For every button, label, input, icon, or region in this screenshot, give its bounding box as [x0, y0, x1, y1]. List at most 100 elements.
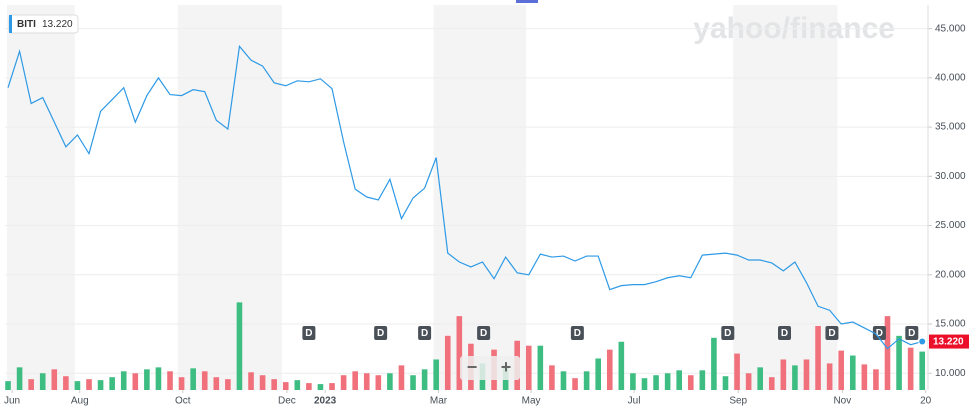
volume-bar: [780, 359, 787, 390]
dividend-box: [477, 326, 491, 340]
dividend-label: D: [480, 328, 487, 339]
dividend-label: D: [377, 328, 384, 339]
zoom-in[interactable]: +: [501, 357, 512, 377]
dividend-label: D: [305, 328, 312, 339]
legend-symbol: BITI: [17, 19, 36, 30]
scroll-handle[interactable]: [516, 0, 538, 3]
volume-bar: [317, 384, 324, 390]
volume-bar: [745, 373, 752, 390]
volume-bar: [144, 369, 150, 390]
y-tick-label: 20.000: [935, 269, 966, 280]
volume-bar: [641, 378, 648, 390]
dividend-marker: D: [721, 326, 735, 340]
price-line: [7, 44, 923, 350]
dividend-label: D: [828, 328, 835, 339]
volume-bar: [560, 371, 567, 390]
volume-bar: [583, 371, 590, 390]
volume-bar: [132, 373, 139, 390]
dividend-box: [778, 326, 792, 340]
volume-bar: [271, 379, 277, 390]
volume-bar: [803, 359, 810, 390]
volume-bar: [653, 375, 659, 390]
dividend-box: [872, 326, 886, 340]
x-tick-label: May: [522, 396, 541, 407]
dividend-label: D: [724, 328, 731, 339]
dividend-marker: D: [825, 326, 839, 340]
y-tick-label: 40.000: [935, 73, 966, 84]
dividend-marker: D: [418, 326, 432, 340]
volume-bar: [340, 375, 347, 390]
volume-bar: [525, 345, 532, 390]
volume-bar: [109, 377, 115, 390]
volume-bar: [433, 359, 439, 390]
volume-bar: [884, 316, 891, 390]
zoom-panel: [460, 356, 520, 380]
volume-bar: [39, 373, 46, 390]
volume-bar: [792, 365, 798, 390]
volume-bar: [873, 369, 879, 390]
dividend-label: D: [876, 328, 883, 339]
volume-bar: [537, 345, 544, 390]
volume-bar: [907, 347, 914, 390]
x-tick-label: Oct: [175, 396, 191, 407]
dividend-box: [570, 326, 584, 340]
volume-bar: [549, 365, 555, 390]
volume-bar: [201, 371, 208, 390]
volume-bar: [282, 382, 289, 390]
volume-bar: [838, 350, 845, 390]
x-tick-label: Jun: [4, 396, 20, 407]
volume-bar: [595, 358, 601, 390]
volume-bar: [421, 369, 428, 390]
dividend-label: D: [574, 328, 581, 339]
x-tick-label: Mar: [430, 396, 448, 407]
volume-bar: [190, 368, 196, 390]
dividend-box: [374, 326, 388, 340]
volume-bar: [387, 373, 393, 390]
volume-bar: [329, 383, 335, 390]
zoom-out[interactable]: −: [467, 357, 478, 377]
x-tick-label: 2023: [314, 396, 337, 407]
dividend-box: [905, 326, 919, 340]
dividend-box: [418, 326, 432, 340]
volume-bar: [155, 367, 162, 390]
dividend-marker: D: [905, 326, 919, 340]
volume-bar: [699, 370, 706, 390]
band: [433, 5, 527, 390]
x-tick-label: Jul: [628, 396, 641, 407]
dividend-marker: D: [570, 326, 584, 340]
y-tick-label: 35.000: [935, 122, 966, 133]
volume-bar: [444, 335, 451, 390]
volume-bar: [896, 335, 902, 390]
volume-bar: [757, 367, 764, 390]
last-point: [918, 337, 927, 346]
volume-bar: [676, 370, 682, 390]
volume-bar: [711, 337, 717, 390]
volume-bar: [410, 375, 416, 390]
y-tick-label: 25.000: [935, 220, 966, 231]
y-tick-label: 45.000: [935, 23, 966, 34]
volume-bar: [294, 380, 301, 390]
volume-bar: [618, 341, 625, 390]
price-tag: [929, 334, 969, 349]
volume-bar: [861, 364, 868, 390]
dividend-marker: D: [477, 326, 491, 340]
volume-bar: [849, 355, 856, 390]
volume-bar: [63, 376, 69, 390]
volume-bar: [630, 373, 636, 390]
x-tick-label: Nov: [833, 396, 851, 407]
volume-bar: [919, 351, 926, 390]
volume-bar: [74, 381, 81, 390]
legend-price: 13.220: [42, 19, 73, 30]
y-tick-label: 30.000: [935, 171, 966, 182]
x-tick-label: Aug: [71, 396, 89, 407]
volume-bar: [236, 302, 243, 390]
dividend-marker: D: [778, 326, 792, 340]
volume-bar: [826, 363, 833, 390]
volume-bar: [398, 365, 405, 390]
dividend-marker: D: [374, 326, 388, 340]
volume-bar: [248, 372, 254, 390]
volume-bar: [722, 376, 729, 390]
band: [733, 5, 838, 390]
legend-swatch: [9, 15, 12, 33]
